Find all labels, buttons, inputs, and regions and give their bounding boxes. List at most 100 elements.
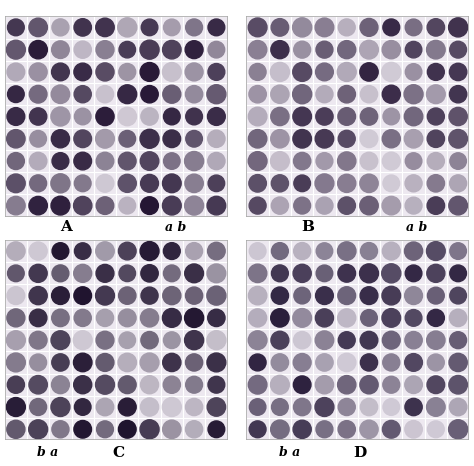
Bar — [116, 329, 138, 351]
Bar — [72, 39, 94, 61]
Circle shape — [405, 197, 422, 214]
Bar — [402, 396, 425, 418]
Circle shape — [293, 107, 311, 126]
Bar — [447, 194, 469, 217]
Circle shape — [163, 130, 181, 148]
Bar — [358, 329, 380, 351]
Circle shape — [271, 331, 289, 349]
Bar — [205, 128, 228, 150]
Bar — [246, 240, 269, 262]
Bar — [358, 39, 380, 61]
Text: B: B — [301, 220, 315, 234]
Text: b a: b a — [37, 446, 58, 459]
Circle shape — [208, 421, 225, 438]
Bar — [291, 329, 313, 351]
Circle shape — [186, 243, 202, 260]
Circle shape — [52, 265, 69, 282]
Circle shape — [294, 242, 310, 260]
Bar — [313, 105, 336, 128]
Bar — [313, 39, 336, 61]
Bar — [447, 128, 469, 150]
Bar — [27, 374, 49, 396]
Circle shape — [383, 420, 400, 438]
Bar — [116, 307, 138, 329]
Bar — [27, 83, 49, 105]
Circle shape — [30, 175, 46, 192]
Bar — [49, 374, 72, 396]
Circle shape — [428, 63, 444, 81]
Bar — [269, 351, 291, 374]
Circle shape — [316, 63, 333, 81]
Circle shape — [360, 420, 378, 439]
Circle shape — [74, 420, 91, 438]
Bar — [425, 418, 447, 440]
Bar — [5, 284, 27, 307]
Bar — [269, 418, 291, 440]
Circle shape — [185, 264, 203, 283]
Bar — [5, 418, 27, 440]
Bar — [49, 16, 72, 39]
Circle shape — [7, 63, 25, 81]
Circle shape — [140, 40, 159, 59]
Bar — [291, 83, 313, 105]
Bar — [116, 262, 138, 284]
Circle shape — [29, 376, 47, 394]
Bar — [49, 329, 72, 351]
Circle shape — [315, 376, 334, 394]
Circle shape — [382, 41, 401, 59]
Bar — [402, 307, 425, 329]
Circle shape — [248, 376, 267, 394]
Bar — [358, 128, 380, 150]
Circle shape — [184, 196, 204, 215]
Bar — [5, 128, 27, 150]
Bar — [402, 284, 425, 307]
Bar — [380, 172, 402, 194]
Circle shape — [272, 243, 288, 260]
Circle shape — [316, 153, 333, 170]
Bar — [291, 307, 313, 329]
Circle shape — [118, 353, 137, 372]
Bar — [27, 128, 49, 150]
Bar — [425, 39, 447, 61]
Circle shape — [360, 331, 378, 349]
Circle shape — [248, 130, 267, 148]
Bar — [49, 105, 72, 128]
Bar — [246, 262, 269, 284]
Circle shape — [73, 353, 92, 372]
Bar — [313, 374, 336, 396]
Circle shape — [8, 152, 24, 170]
Bar — [205, 61, 228, 83]
Circle shape — [52, 19, 69, 36]
Circle shape — [119, 41, 136, 58]
Bar — [161, 262, 183, 284]
Circle shape — [316, 243, 333, 259]
Circle shape — [450, 243, 466, 260]
Bar — [183, 307, 205, 329]
Circle shape — [428, 108, 444, 125]
Circle shape — [163, 196, 181, 215]
Circle shape — [164, 108, 180, 125]
Bar — [336, 83, 358, 105]
Bar — [116, 351, 138, 374]
Bar — [27, 396, 49, 418]
Circle shape — [249, 399, 266, 415]
Bar — [94, 307, 116, 329]
Circle shape — [208, 130, 225, 147]
Circle shape — [8, 265, 24, 281]
Circle shape — [337, 376, 356, 394]
Circle shape — [449, 130, 467, 148]
Bar — [402, 61, 425, 83]
Bar — [425, 351, 447, 374]
Bar — [246, 396, 269, 418]
Circle shape — [208, 377, 225, 393]
Bar — [27, 262, 49, 284]
Circle shape — [118, 152, 136, 170]
Bar — [358, 105, 380, 128]
Circle shape — [74, 309, 91, 327]
Bar — [313, 240, 336, 262]
Circle shape — [383, 175, 400, 192]
Circle shape — [428, 421, 444, 438]
Circle shape — [271, 130, 289, 148]
Circle shape — [271, 420, 289, 439]
Bar — [161, 105, 183, 128]
